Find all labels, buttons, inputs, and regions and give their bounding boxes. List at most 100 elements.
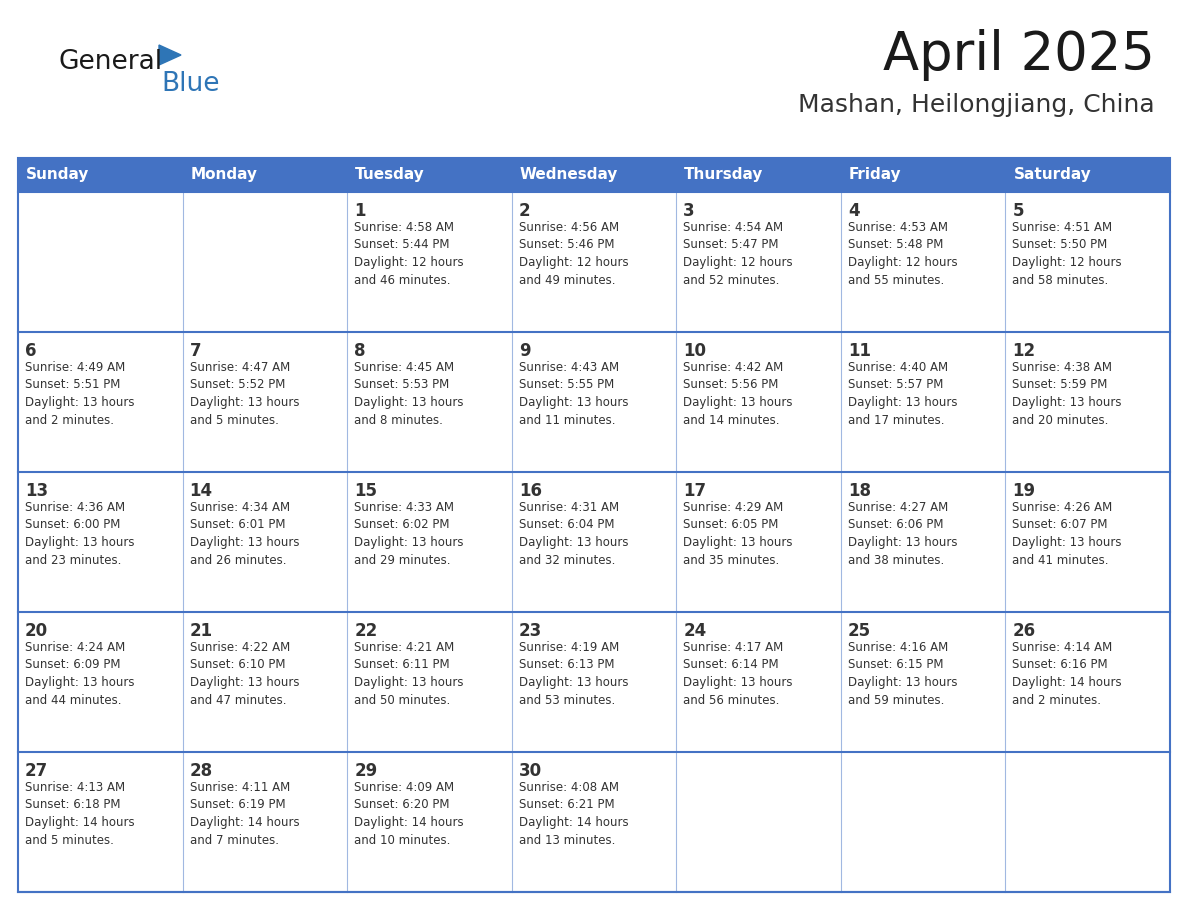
Bar bbox=[1005, 612, 1170, 752]
Text: Sunrise: 4:33 AM
Sunset: 6:02 PM
Daylight: 13 hours
and 29 minutes.: Sunrise: 4:33 AM Sunset: 6:02 PM Dayligh… bbox=[354, 501, 463, 566]
Text: Sunrise: 4:26 AM
Sunset: 6:07 PM
Daylight: 13 hours
and 41 minutes.: Sunrise: 4:26 AM Sunset: 6:07 PM Dayligh… bbox=[1012, 501, 1121, 566]
Bar bbox=[676, 192, 841, 332]
Bar bbox=[841, 332, 1005, 472]
Text: Sunrise: 4:31 AM
Sunset: 6:04 PM
Daylight: 13 hours
and 32 minutes.: Sunrise: 4:31 AM Sunset: 6:04 PM Dayligh… bbox=[519, 501, 628, 566]
Text: 30: 30 bbox=[519, 762, 542, 780]
Bar bbox=[841, 158, 1005, 192]
Bar bbox=[347, 192, 512, 332]
Text: Sunrise: 4:58 AM
Sunset: 5:44 PM
Daylight: 12 hours
and 46 minutes.: Sunrise: 4:58 AM Sunset: 5:44 PM Dayligh… bbox=[354, 221, 463, 286]
Text: 7: 7 bbox=[190, 342, 201, 360]
Text: Sunrise: 4:11 AM
Sunset: 6:19 PM
Daylight: 14 hours
and 7 minutes.: Sunrise: 4:11 AM Sunset: 6:19 PM Dayligh… bbox=[190, 781, 299, 846]
Text: Saturday: Saturday bbox=[1013, 167, 1092, 183]
Bar bbox=[1005, 752, 1170, 892]
Text: 20: 20 bbox=[25, 622, 49, 640]
Text: 23: 23 bbox=[519, 622, 542, 640]
Text: Sunrise: 4:08 AM
Sunset: 6:21 PM
Daylight: 14 hours
and 13 minutes.: Sunrise: 4:08 AM Sunset: 6:21 PM Dayligh… bbox=[519, 781, 628, 846]
Bar bbox=[18, 612, 183, 752]
Bar bbox=[676, 332, 841, 472]
Bar bbox=[183, 332, 347, 472]
Text: 14: 14 bbox=[190, 482, 213, 500]
Text: Sunrise: 4:54 AM
Sunset: 5:47 PM
Daylight: 12 hours
and 52 minutes.: Sunrise: 4:54 AM Sunset: 5:47 PM Dayligh… bbox=[683, 221, 792, 286]
Text: Sunrise: 4:43 AM
Sunset: 5:55 PM
Daylight: 13 hours
and 11 minutes.: Sunrise: 4:43 AM Sunset: 5:55 PM Dayligh… bbox=[519, 361, 628, 427]
Bar bbox=[347, 752, 512, 892]
Bar bbox=[512, 752, 676, 892]
Bar bbox=[183, 472, 347, 612]
Text: 9: 9 bbox=[519, 342, 530, 360]
Bar bbox=[183, 192, 347, 332]
Bar bbox=[18, 158, 1170, 892]
Text: Sunrise: 4:40 AM
Sunset: 5:57 PM
Daylight: 13 hours
and 17 minutes.: Sunrise: 4:40 AM Sunset: 5:57 PM Dayligh… bbox=[848, 361, 958, 427]
Text: Sunrise: 4:17 AM
Sunset: 6:14 PM
Daylight: 13 hours
and 56 minutes.: Sunrise: 4:17 AM Sunset: 6:14 PM Dayligh… bbox=[683, 641, 792, 707]
Bar bbox=[676, 752, 841, 892]
Text: Sunrise: 4:45 AM
Sunset: 5:53 PM
Daylight: 13 hours
and 8 minutes.: Sunrise: 4:45 AM Sunset: 5:53 PM Dayligh… bbox=[354, 361, 463, 427]
Bar bbox=[347, 612, 512, 752]
Text: Sunrise: 4:47 AM
Sunset: 5:52 PM
Daylight: 13 hours
and 5 minutes.: Sunrise: 4:47 AM Sunset: 5:52 PM Dayligh… bbox=[190, 361, 299, 427]
Bar bbox=[18, 332, 183, 472]
Text: 15: 15 bbox=[354, 482, 377, 500]
Bar bbox=[18, 192, 183, 332]
Text: Friday: Friday bbox=[849, 167, 902, 183]
Text: 11: 11 bbox=[848, 342, 871, 360]
Bar bbox=[347, 472, 512, 612]
Text: Thursday: Thursday bbox=[684, 167, 764, 183]
Text: Sunrise: 4:19 AM
Sunset: 6:13 PM
Daylight: 13 hours
and 53 minutes.: Sunrise: 4:19 AM Sunset: 6:13 PM Dayligh… bbox=[519, 641, 628, 707]
Text: Sunrise: 4:42 AM
Sunset: 5:56 PM
Daylight: 13 hours
and 14 minutes.: Sunrise: 4:42 AM Sunset: 5:56 PM Dayligh… bbox=[683, 361, 792, 427]
Text: 28: 28 bbox=[190, 762, 213, 780]
Text: Sunrise: 4:38 AM
Sunset: 5:59 PM
Daylight: 13 hours
and 20 minutes.: Sunrise: 4:38 AM Sunset: 5:59 PM Dayligh… bbox=[1012, 361, 1121, 427]
Text: 6: 6 bbox=[25, 342, 37, 360]
Text: Sunrise: 4:34 AM
Sunset: 6:01 PM
Daylight: 13 hours
and 26 minutes.: Sunrise: 4:34 AM Sunset: 6:01 PM Dayligh… bbox=[190, 501, 299, 566]
Bar bbox=[512, 192, 676, 332]
Text: 17: 17 bbox=[683, 482, 707, 500]
Text: Sunrise: 4:51 AM
Sunset: 5:50 PM
Daylight: 12 hours
and 58 minutes.: Sunrise: 4:51 AM Sunset: 5:50 PM Dayligh… bbox=[1012, 221, 1121, 286]
Text: 16: 16 bbox=[519, 482, 542, 500]
Text: Sunrise: 4:24 AM
Sunset: 6:09 PM
Daylight: 13 hours
and 44 minutes.: Sunrise: 4:24 AM Sunset: 6:09 PM Dayligh… bbox=[25, 641, 134, 707]
Text: 18: 18 bbox=[848, 482, 871, 500]
Bar bbox=[512, 158, 676, 192]
Text: Sunrise: 4:14 AM
Sunset: 6:16 PM
Daylight: 14 hours
and 2 minutes.: Sunrise: 4:14 AM Sunset: 6:16 PM Dayligh… bbox=[1012, 641, 1121, 707]
Text: 13: 13 bbox=[25, 482, 49, 500]
Bar bbox=[18, 472, 183, 612]
Text: Sunrise: 4:21 AM
Sunset: 6:11 PM
Daylight: 13 hours
and 50 minutes.: Sunrise: 4:21 AM Sunset: 6:11 PM Dayligh… bbox=[354, 641, 463, 707]
Text: Sunrise: 4:49 AM
Sunset: 5:51 PM
Daylight: 13 hours
and 2 minutes.: Sunrise: 4:49 AM Sunset: 5:51 PM Dayligh… bbox=[25, 361, 134, 427]
Text: 22: 22 bbox=[354, 622, 378, 640]
Bar bbox=[1005, 332, 1170, 472]
Text: 8: 8 bbox=[354, 342, 366, 360]
Bar bbox=[841, 752, 1005, 892]
Text: 26: 26 bbox=[1012, 622, 1036, 640]
Text: Sunrise: 4:22 AM
Sunset: 6:10 PM
Daylight: 13 hours
and 47 minutes.: Sunrise: 4:22 AM Sunset: 6:10 PM Dayligh… bbox=[190, 641, 299, 707]
Text: Sunrise: 4:27 AM
Sunset: 6:06 PM
Daylight: 13 hours
and 38 minutes.: Sunrise: 4:27 AM Sunset: 6:06 PM Dayligh… bbox=[848, 501, 958, 566]
Text: 5: 5 bbox=[1012, 202, 1024, 220]
Text: Mashan, Heilongjiang, China: Mashan, Heilongjiang, China bbox=[798, 93, 1155, 117]
Text: Sunrise: 4:09 AM
Sunset: 6:20 PM
Daylight: 14 hours
and 10 minutes.: Sunrise: 4:09 AM Sunset: 6:20 PM Dayligh… bbox=[354, 781, 463, 846]
Text: Sunrise: 4:53 AM
Sunset: 5:48 PM
Daylight: 12 hours
and 55 minutes.: Sunrise: 4:53 AM Sunset: 5:48 PM Dayligh… bbox=[848, 221, 958, 286]
Text: Sunday: Sunday bbox=[26, 167, 89, 183]
Text: Monday: Monday bbox=[190, 167, 258, 183]
Bar bbox=[841, 612, 1005, 752]
Bar bbox=[183, 612, 347, 752]
Bar bbox=[841, 192, 1005, 332]
Bar bbox=[18, 158, 183, 192]
Polygon shape bbox=[159, 45, 181, 65]
Text: 10: 10 bbox=[683, 342, 707, 360]
Bar bbox=[676, 612, 841, 752]
Text: Tuesday: Tuesday bbox=[355, 167, 425, 183]
Bar bbox=[183, 158, 347, 192]
Text: April 2025: April 2025 bbox=[883, 29, 1155, 81]
Text: 24: 24 bbox=[683, 622, 707, 640]
Bar bbox=[347, 332, 512, 472]
Text: 25: 25 bbox=[848, 622, 871, 640]
Text: General: General bbox=[58, 49, 162, 75]
Text: 29: 29 bbox=[354, 762, 378, 780]
Text: 2: 2 bbox=[519, 202, 530, 220]
Text: 1: 1 bbox=[354, 202, 366, 220]
Text: Wednesday: Wednesday bbox=[519, 167, 618, 183]
Text: Sunrise: 4:16 AM
Sunset: 6:15 PM
Daylight: 13 hours
and 59 minutes.: Sunrise: 4:16 AM Sunset: 6:15 PM Dayligh… bbox=[848, 641, 958, 707]
Bar bbox=[512, 612, 676, 752]
Text: Sunrise: 4:36 AM
Sunset: 6:00 PM
Daylight: 13 hours
and 23 minutes.: Sunrise: 4:36 AM Sunset: 6:00 PM Dayligh… bbox=[25, 501, 134, 566]
Bar bbox=[841, 472, 1005, 612]
Bar bbox=[183, 752, 347, 892]
Bar bbox=[512, 472, 676, 612]
Bar bbox=[1005, 158, 1170, 192]
Text: 4: 4 bbox=[848, 202, 859, 220]
Bar bbox=[18, 752, 183, 892]
